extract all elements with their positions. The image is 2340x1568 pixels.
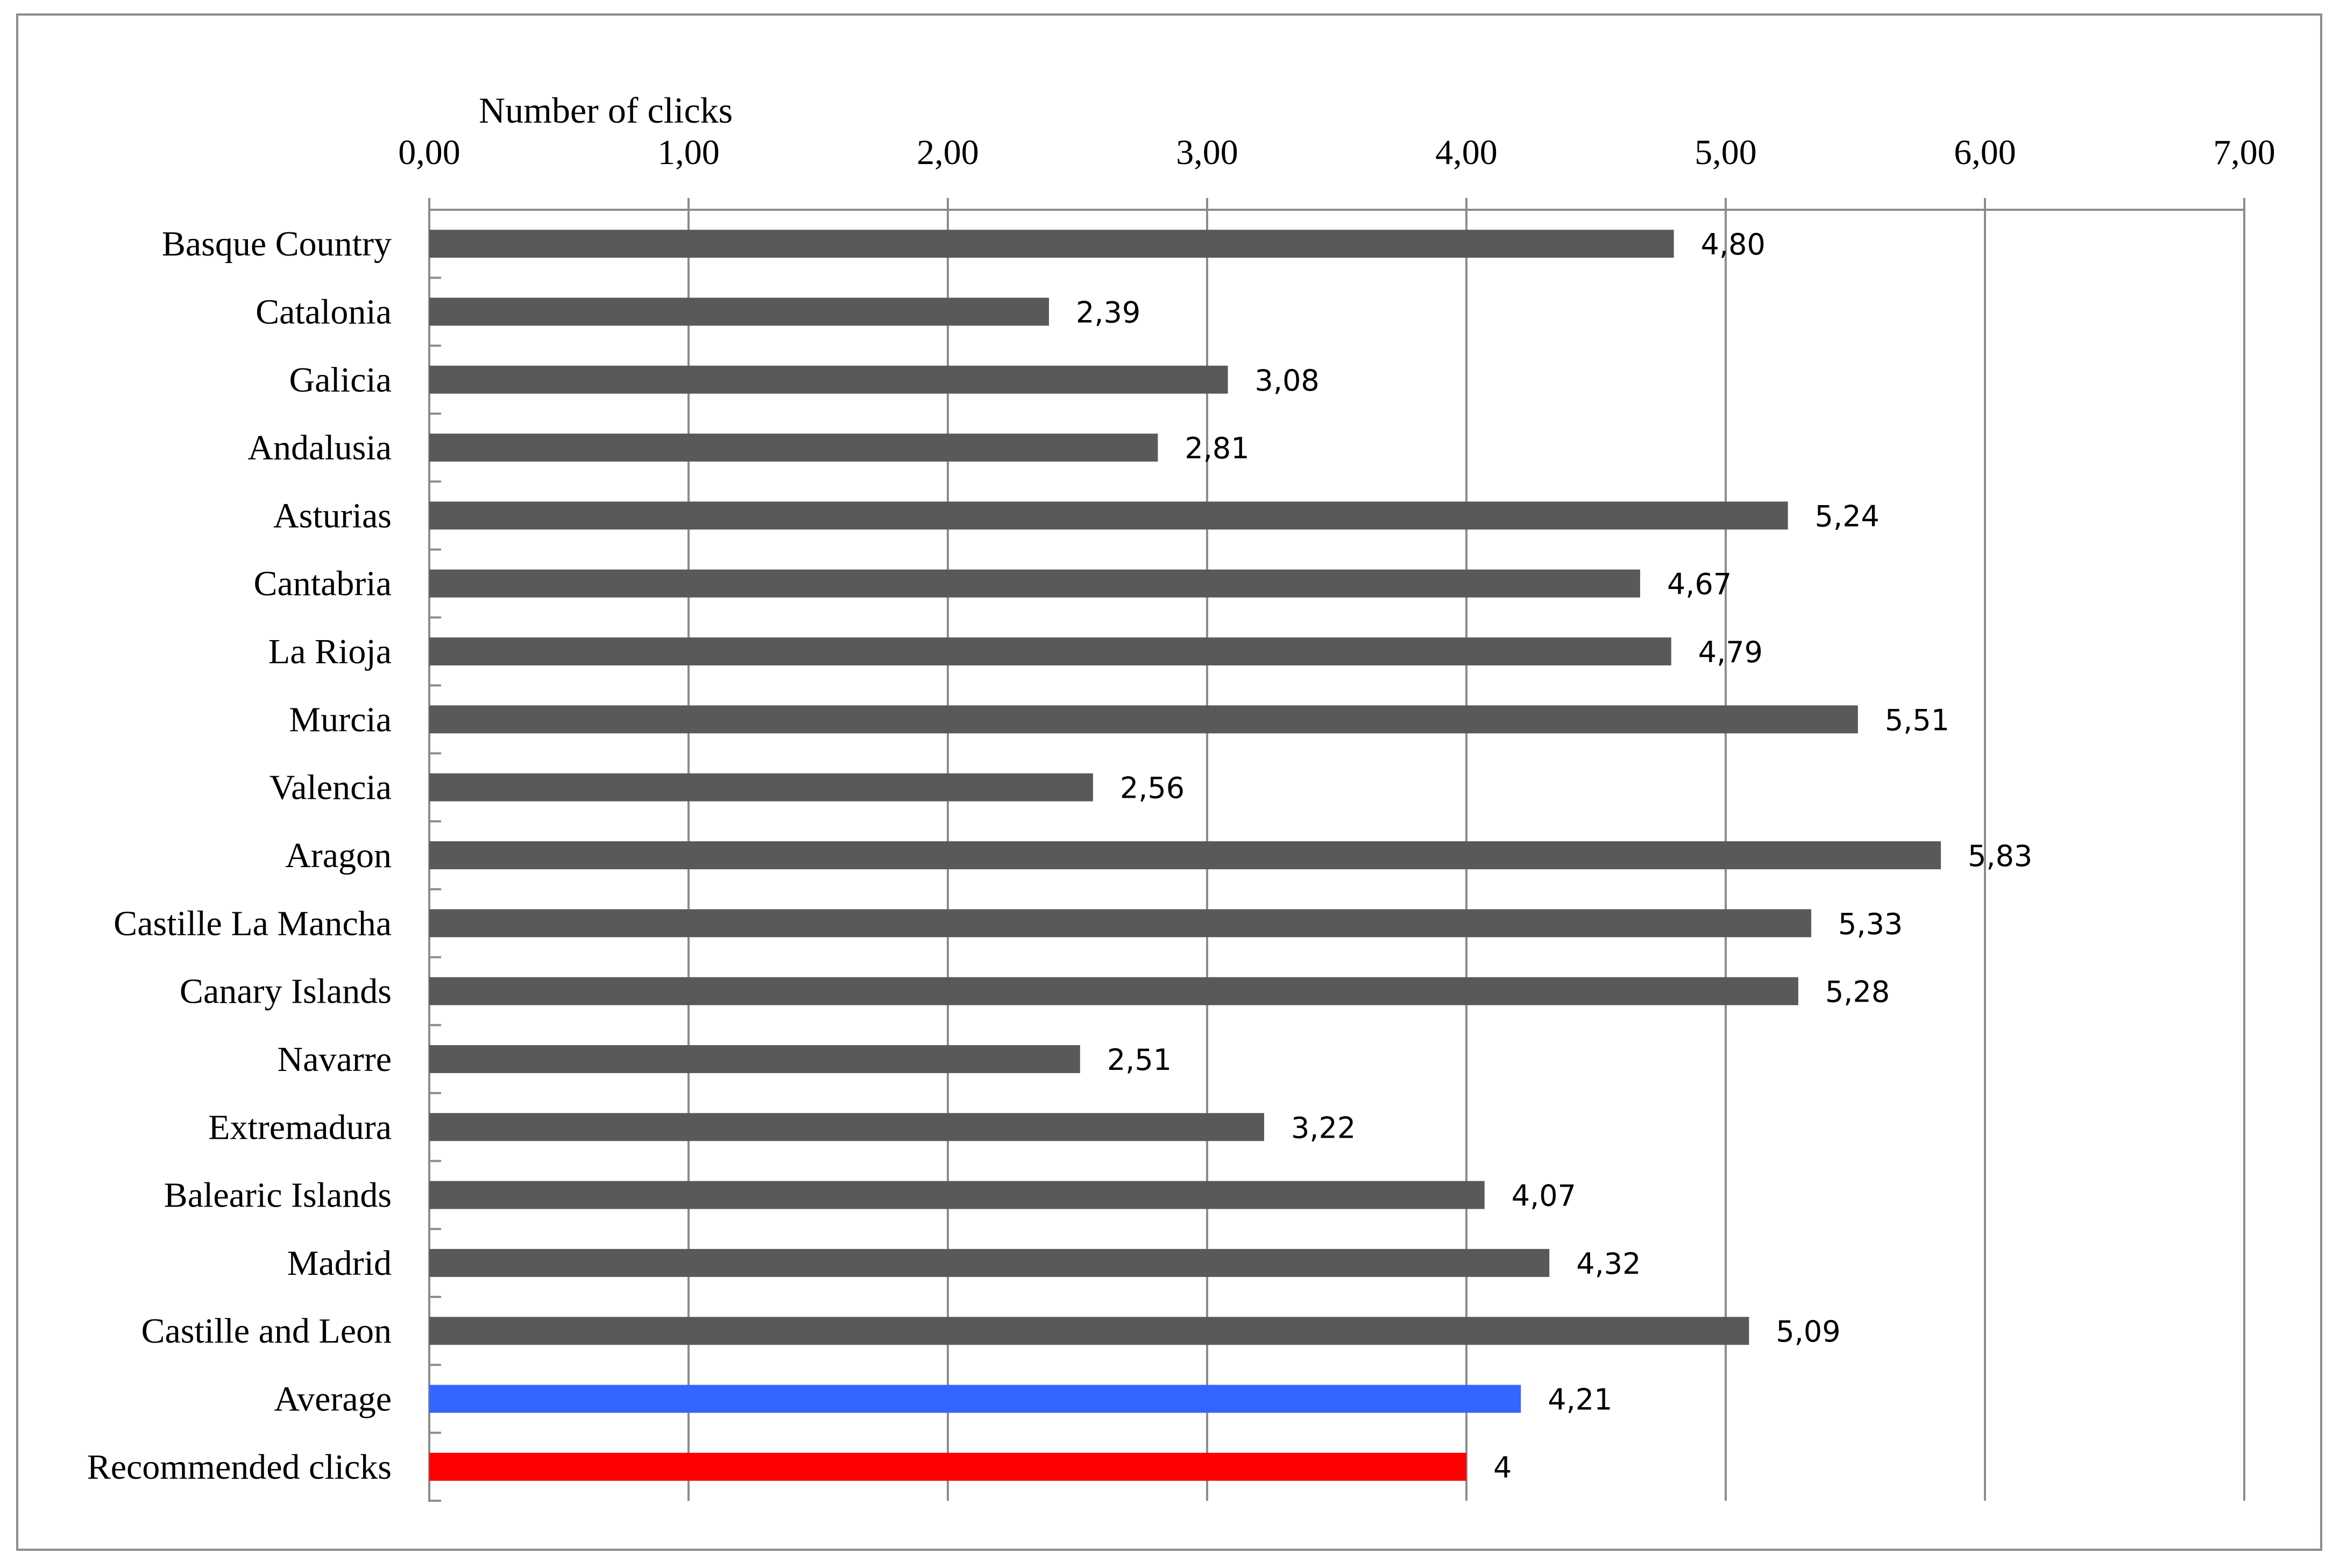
category-label-navarre: Navarre bbox=[277, 1040, 392, 1079]
category-label-balearic-islands: Balearic Islands bbox=[164, 1176, 392, 1215]
bar-canary-islands bbox=[429, 977, 1798, 1005]
x-tick-label-3: 3,00 bbox=[1176, 133, 1238, 172]
category-label-la-rioja: La Rioja bbox=[268, 632, 392, 671]
data-label-extremadura: 3,22 bbox=[1291, 1111, 1356, 1145]
bar-recommended-clicks bbox=[429, 1452, 1466, 1481]
x-tick-label-6: 6,00 bbox=[1954, 133, 2016, 172]
bar-extremadura bbox=[429, 1113, 1265, 1141]
bars bbox=[429, 230, 1941, 1481]
bar-murcia bbox=[429, 705, 1858, 734]
data-label-galicia: 3,08 bbox=[1255, 364, 1320, 398]
data-label-average: 4,21 bbox=[1548, 1383, 1612, 1417]
category-label-castille-la-mancha: Castille La Mancha bbox=[114, 904, 392, 943]
category-label-valencia: Valencia bbox=[270, 768, 392, 807]
category-label-murcia: Murcia bbox=[289, 700, 392, 739]
data-label-murcia: 5,51 bbox=[1885, 703, 1949, 737]
bar-madrid bbox=[429, 1248, 1550, 1277]
bar-basque-country bbox=[429, 230, 1674, 258]
chart-frame bbox=[16, 13, 2322, 1551]
data-label-madrid: 4,32 bbox=[1576, 1247, 1641, 1281]
data-label-andalusia: 2,81 bbox=[1185, 431, 1249, 465]
data-label-balearic-islands: 4,07 bbox=[1512, 1179, 1576, 1213]
category-labels: Basque Country Catalonia Galicia Andalusia A… bbox=[87, 224, 392, 1487]
category-label-catalonia: Catalonia bbox=[256, 292, 392, 331]
bar-cantabria bbox=[429, 569, 1640, 598]
category-label-castille-and-leon: Castille and Leon bbox=[141, 1311, 392, 1351]
category-label-basque-country: Basque Country bbox=[162, 224, 392, 264]
category-label-galicia: Galicia bbox=[289, 360, 392, 400]
category-label-aragon: Aragon bbox=[285, 836, 392, 875]
bar-galicia bbox=[429, 365, 1228, 394]
category-label-extremadura: Extremadura bbox=[208, 1108, 392, 1147]
data-label-catalonia: 2,39 bbox=[1076, 295, 1140, 329]
bar-aragon bbox=[429, 841, 1941, 869]
data-label-cantabria: 4,67 bbox=[1667, 567, 1732, 601]
data-label-castille-la-mancha: 5,33 bbox=[1838, 907, 1903, 941]
data-label-navarre: 2,51 bbox=[1107, 1043, 1172, 1077]
bar-navarre bbox=[429, 1045, 1080, 1073]
data-label-aragon: 5,83 bbox=[1968, 839, 2032, 873]
x-tick-label-2: 2,00 bbox=[917, 133, 979, 172]
data-label-valencia: 2,56 bbox=[1120, 771, 1185, 805]
bar-asturias bbox=[429, 501, 1788, 530]
x-tick-label-0: 0,00 bbox=[398, 133, 460, 172]
data-label-castille-and-leon: 5,09 bbox=[1776, 1315, 1840, 1349]
category-label-asturias: Asturias bbox=[273, 496, 392, 535]
x-tick-labels: 0,00 1,00 2,00 3,00 4,00 5,00 6,00 7,00 bbox=[398, 133, 2275, 172]
data-label-la-rioja: 4,79 bbox=[1698, 635, 1763, 669]
category-label-andalusia: Andalusia bbox=[247, 428, 392, 467]
data-label-recommended-clicks: 4 bbox=[1493, 1451, 1512, 1485]
bar-castille-la-mancha bbox=[429, 909, 1812, 938]
bar-balearic-islands bbox=[429, 1181, 1485, 1209]
x-axis-label: Number of clicks bbox=[479, 90, 733, 131]
x-tick-label-7: 7,00 bbox=[2213, 133, 2275, 172]
bar-la-rioja bbox=[429, 637, 1671, 666]
bar-catalonia bbox=[429, 297, 1049, 326]
category-label-madrid: Madrid bbox=[287, 1244, 392, 1283]
category-label-average: Average bbox=[274, 1380, 392, 1419]
bar-castille-and-leon bbox=[429, 1317, 1749, 1345]
bar-valencia bbox=[429, 773, 1093, 801]
x-tick-label-4: 4,00 bbox=[1435, 133, 1498, 172]
x-tick-label-1: 1,00 bbox=[657, 133, 720, 172]
x-tick-label-5: 5,00 bbox=[1694, 133, 1757, 172]
category-label-recommended-clicks: Recommended clicks bbox=[87, 1448, 392, 1487]
category-label-canary-islands: Canary Islands bbox=[180, 972, 392, 1011]
data-label-canary-islands: 5,28 bbox=[1825, 975, 1890, 1009]
bar-andalusia bbox=[429, 434, 1158, 462]
data-labels: 4,80 2,39 3,082,81 5,24 4,67 4,79 5,51 2,56 5,83… bbox=[1076, 228, 2032, 1485]
bar-average bbox=[429, 1385, 1521, 1413]
category-label-cantabria: Cantabria bbox=[253, 564, 392, 604]
data-label-basque-country: 4,80 bbox=[1701, 228, 1765, 261]
data-label-asturias: 5,24 bbox=[1815, 499, 1880, 533]
